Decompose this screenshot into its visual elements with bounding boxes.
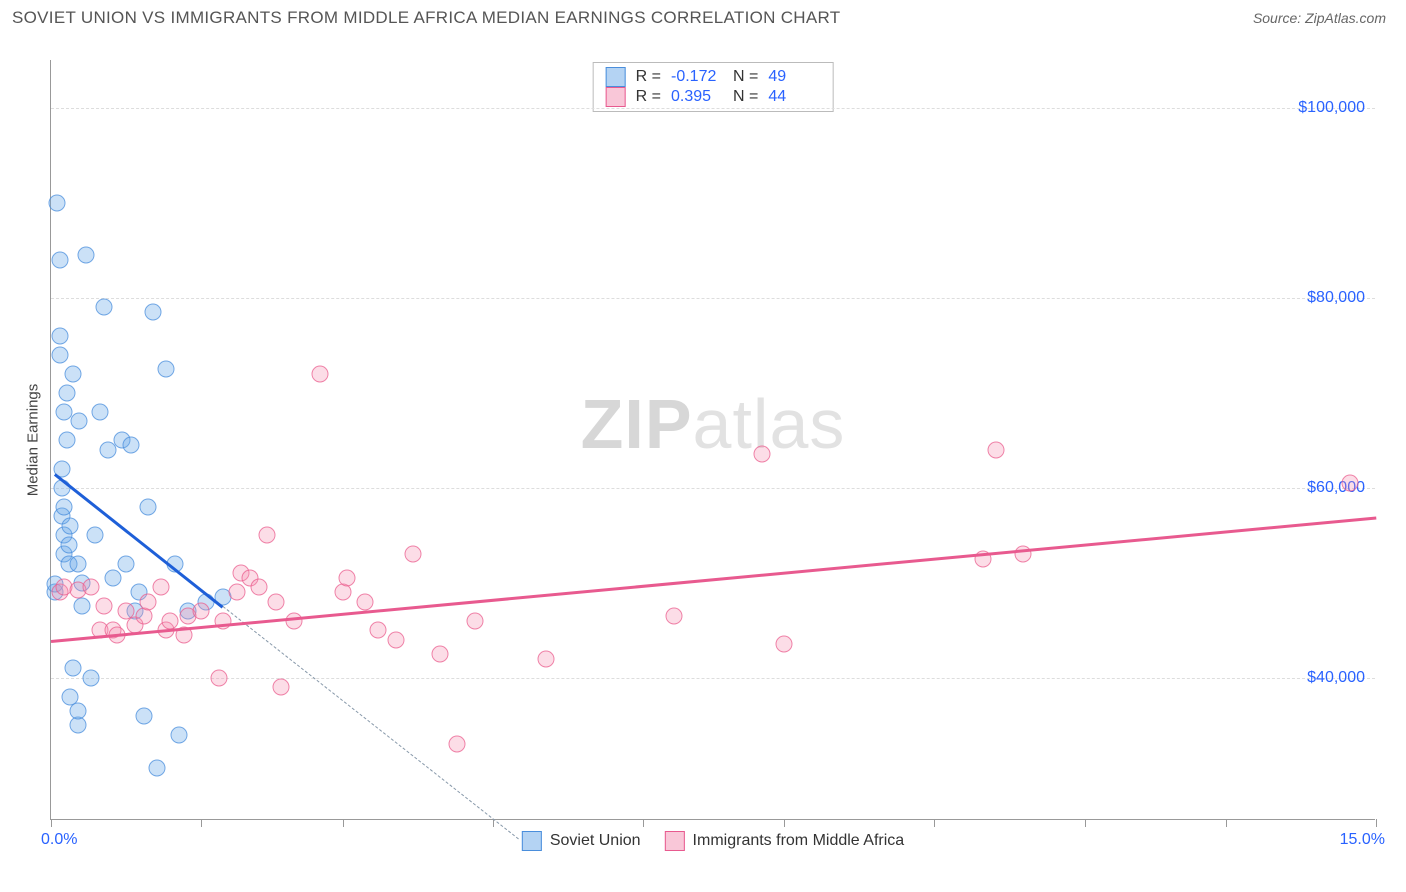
stats-row-series-0: R = -0.172 N = 49 — [606, 67, 821, 87]
data-point — [49, 194, 66, 211]
y-tick-label: $100,000 — [1298, 99, 1365, 117]
data-point — [387, 631, 404, 648]
gridline — [51, 298, 1375, 299]
data-point — [537, 650, 554, 667]
data-point — [135, 707, 152, 724]
data-point — [250, 579, 267, 596]
data-point — [140, 593, 157, 610]
data-point — [140, 498, 157, 515]
data-point — [467, 612, 484, 629]
data-point — [405, 546, 422, 563]
gridline — [51, 108, 1375, 109]
x-tick — [51, 819, 52, 827]
swatch-icon — [665, 831, 685, 851]
data-point — [122, 436, 139, 453]
data-point — [1341, 474, 1358, 491]
gridline — [51, 678, 1375, 679]
x-tick — [1085, 819, 1086, 827]
gridline — [51, 488, 1375, 489]
data-point — [58, 432, 75, 449]
data-point — [776, 636, 793, 653]
series-legend: Soviet Union Immigrants from Middle Afri… — [522, 831, 904, 851]
stats-legend: R = -0.172 N = 49 R = 0.395 N = 44 — [593, 62, 834, 112]
data-point — [91, 403, 108, 420]
x-tick — [784, 819, 785, 827]
data-point — [65, 365, 82, 382]
data-point — [149, 759, 166, 776]
data-point — [272, 679, 289, 696]
data-point — [144, 303, 161, 320]
data-point — [60, 536, 77, 553]
swatch-icon — [606, 87, 626, 107]
data-point — [96, 598, 113, 615]
swatch-icon — [606, 67, 626, 87]
legend-item-0: Soviet Union — [522, 831, 641, 851]
data-point — [259, 527, 276, 544]
watermark: ZIPatlas — [581, 384, 846, 464]
data-point — [73, 598, 90, 615]
data-point — [51, 346, 68, 363]
y-tick-label: $40,000 — [1307, 669, 1365, 687]
data-point — [51, 251, 68, 268]
data-point — [56, 498, 73, 515]
data-point — [285, 612, 302, 629]
y-axis-label: Median Earnings — [25, 383, 42, 496]
x-axis-end-label: 15.0% — [1340, 831, 1385, 849]
data-point — [62, 517, 79, 534]
data-point — [157, 360, 174, 377]
data-point — [449, 736, 466, 753]
data-point — [82, 669, 99, 686]
data-point — [118, 555, 135, 572]
data-point — [193, 603, 210, 620]
chart-container: ZIPatlas Median Earnings R = -0.172 N = … — [10, 40, 1396, 872]
data-point — [69, 555, 86, 572]
data-point — [356, 593, 373, 610]
data-point — [69, 702, 86, 719]
data-point — [268, 593, 285, 610]
data-point — [71, 413, 88, 430]
data-point — [754, 446, 771, 463]
data-point — [58, 384, 75, 401]
chart-source: Source: ZipAtlas.com — [1253, 10, 1386, 26]
data-point — [104, 569, 121, 586]
data-point — [51, 327, 68, 344]
data-point — [665, 607, 682, 624]
data-point — [338, 569, 355, 586]
legend-item-1: Immigrants from Middle Africa — [665, 831, 905, 851]
x-tick — [934, 819, 935, 827]
plot-area: ZIPatlas Median Earnings R = -0.172 N = … — [50, 60, 1375, 820]
data-point — [87, 527, 104, 544]
data-point — [82, 579, 99, 596]
data-point — [988, 441, 1005, 458]
data-point — [431, 645, 448, 662]
x-tick — [343, 819, 344, 827]
x-tick — [643, 819, 644, 827]
x-tick — [1226, 819, 1227, 827]
swatch-icon — [522, 831, 542, 851]
trend-line — [223, 606, 520, 840]
chart-title: SOVIET UNION VS IMMIGRANTS FROM MIDDLE A… — [12, 8, 840, 28]
data-point — [228, 584, 245, 601]
data-point — [96, 299, 113, 316]
x-tick — [1376, 819, 1377, 827]
data-point — [312, 365, 329, 382]
data-point — [210, 669, 227, 686]
data-point — [369, 622, 386, 639]
chart-header: SOVIET UNION VS IMMIGRANTS FROM MIDDLE A… — [0, 0, 1406, 32]
data-point — [153, 579, 170, 596]
data-point — [78, 246, 95, 263]
x-axis-start-label: 0.0% — [41, 831, 77, 849]
x-tick — [201, 819, 202, 827]
y-tick-label: $80,000 — [1307, 289, 1365, 307]
data-point — [65, 660, 82, 677]
data-point — [162, 612, 179, 629]
stats-row-series-1: R = 0.395 N = 44 — [606, 87, 821, 107]
data-point — [171, 726, 188, 743]
